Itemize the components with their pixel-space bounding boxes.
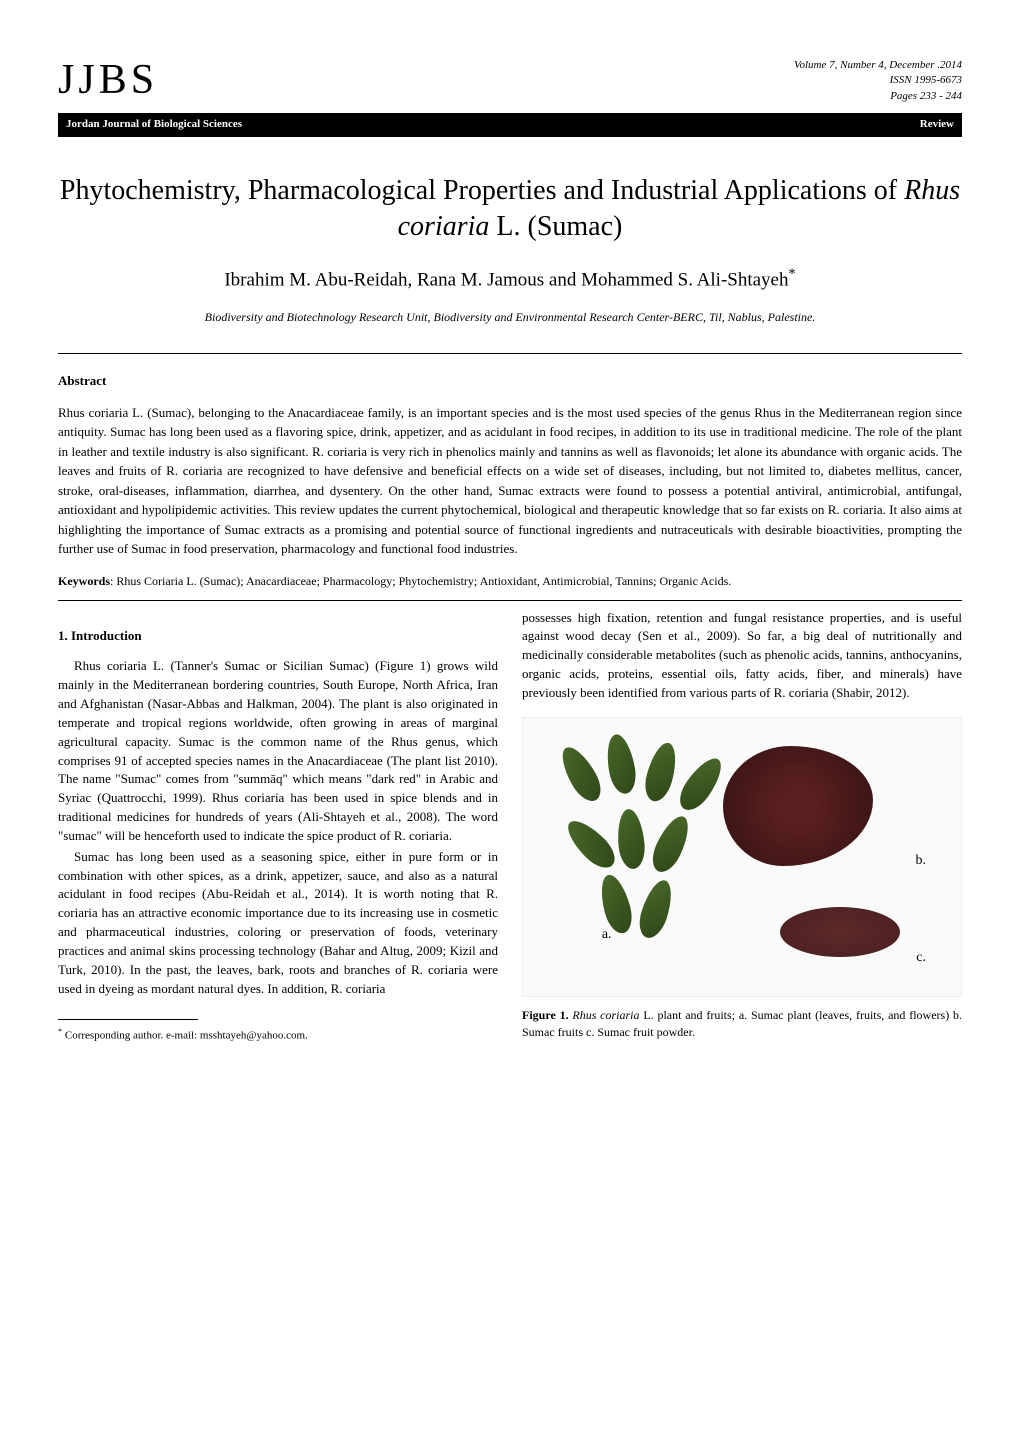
keywords-text: : Rhus Coriaria L. (Sumac); Anacardiacea… [110,574,731,588]
body-paragraph: possesses high fixation, retention and f… [522,609,962,703]
sumac-powder-illustration [780,907,900,957]
affiliation-italic: Biodiversity and Biotechnology Research … [205,310,634,324]
authors: Ibrahim M. Abu-Reidah, Rana M. Jamous an… [58,264,962,294]
figure-label: Figure 1. [522,1008,569,1022]
abstract-text: Rhus coriaria L. (Sumac), belonging to t… [58,403,962,559]
author-footnote-marker: * [789,266,796,282]
pages-line: Pages 233 - 244 [794,89,962,104]
sumac-plant-illustration [558,734,728,934]
journal-name: Jordan Journal of Biological Sciences [66,117,242,133]
volume-line: Volume 7, Number 4, December .2014 [794,58,962,73]
figure-caption-species: Rhus coriaria [569,1008,640,1022]
journal-logo: JJBS [58,50,158,111]
column-left: 1. Introduction Rhus coriaria L. (Tanner… [58,609,498,1053]
header: JJBS Volume 7, Number 4, December .2014 … [58,50,962,111]
figure-label-c: c. [916,948,926,968]
affiliation: Biodiversity and Biotechnology Research … [58,309,962,326]
article-title: Phytochemistry, Pharmacological Properti… [58,173,962,246]
issn-line: ISSN 1995-6673 [794,73,962,88]
footnote-text: Corresponding author. e-mail: msshtayeh@… [62,1029,308,1041]
keywords: Keywords: Rhus Coriaria L. (Sumac); Anac… [58,573,962,590]
figure-placeholder: a. b. c. [523,718,961,996]
affiliation-plain: Center-BERC, Til, Nablus, Palestine. [634,310,816,324]
figure-caption: Figure 1. Rhus coriaria L. plant and fru… [522,1007,962,1041]
journal-meta: Volume 7, Number 4, December .2014 ISSN … [794,50,962,104]
keywords-label: Keywords [58,574,110,588]
footnote-rule [58,1019,198,1020]
body-paragraph: Sumac has long been used as a seasoning … [58,848,498,999]
figure-label-a: a. [602,925,612,945]
author-names: Ibrahim M. Abu-Reidah, Rana M. Jamous an… [224,269,788,290]
title-suffix: L. (Sumac) [489,211,622,242]
journal-bar: Jordan Journal of Biological Sciences Re… [58,113,962,137]
body-paragraph: Rhus coriaria L. (Tanner's Sumac or Sici… [58,657,498,845]
divider-rule [58,600,962,601]
title-prefix: Phytochemistry, Pharmacological Properti… [60,175,904,206]
figure-label-b: b. [915,851,926,871]
figure-image: a. b. c. [522,717,962,997]
footnote: * Corresponding author. e-mail: msshtaye… [58,1026,498,1045]
figure-1: a. b. c. Figure 1. Rhus coriaria L. plan… [522,717,962,1041]
article-type: Review [920,117,954,133]
intro-heading: 1. Introduction [58,627,498,646]
column-right: possesses high fixation, retention and f… [522,609,962,1053]
sumac-fruits-illustration [723,746,873,866]
two-column-body: 1. Introduction Rhus coriaria L. (Tanner… [58,609,962,1053]
abstract-heading: Abstract [58,372,962,391]
divider-rule [58,353,962,354]
